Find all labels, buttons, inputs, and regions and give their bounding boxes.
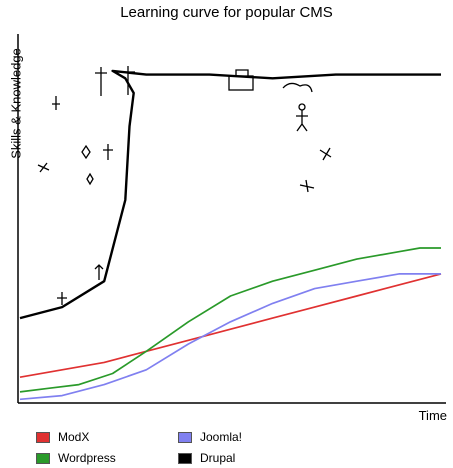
sketch-arrow bbox=[94, 264, 104, 280]
sketch-figure-5 bbox=[52, 96, 60, 110]
sketch-figure-1 bbox=[296, 110, 308, 132]
sketch-tank-turret bbox=[235, 69, 249, 76]
legend-swatch bbox=[178, 452, 192, 464]
sketch-figure-1-head bbox=[298, 103, 306, 111]
sketch-figure-3 bbox=[299, 179, 315, 193]
legend-label: ModX bbox=[58, 430, 90, 444]
legend-item-joomla: Joomla! bbox=[178, 430, 242, 444]
series-layer bbox=[19, 69, 442, 401]
series-line-modx bbox=[19, 273, 442, 379]
legend-label: Joomla! bbox=[200, 430, 243, 444]
sketch-figure-2 bbox=[319, 147, 332, 161]
legend-swatch bbox=[178, 431, 192, 443]
chart-title: Learning curve for popular CMS bbox=[120, 4, 333, 21]
sketch-figure-4 bbox=[37, 162, 50, 173]
series-line-drupal bbox=[19, 69, 441, 320]
sketch-tank bbox=[228, 75, 254, 91]
sketch-cross-1 bbox=[95, 67, 107, 96]
sketch-diamond-1 bbox=[81, 144, 91, 160]
sketch-decorations bbox=[37, 66, 332, 305]
legend-label: Drupal bbox=[200, 451, 236, 465]
sketch-diamond-2 bbox=[86, 172, 94, 186]
sketch-figure-7 bbox=[57, 292, 67, 305]
series-line-joomla bbox=[19, 273, 441, 401]
legend-swatch bbox=[36, 431, 50, 443]
legend-label: Wordpress bbox=[58, 451, 116, 465]
legend-item-modx: ModX bbox=[36, 430, 89, 444]
sketch-rock bbox=[282, 82, 313, 93]
legend-item-drupal: Drupal bbox=[178, 451, 235, 465]
sketch-cross-2 bbox=[121, 66, 135, 95]
legend-swatch bbox=[36, 452, 50, 464]
sketch-figure-6 bbox=[103, 144, 113, 160]
legend-item-wordpress: Wordpress bbox=[36, 451, 116, 465]
x-axis-label: Time bbox=[418, 408, 447, 423]
series-line-wordpress bbox=[19, 247, 441, 393]
